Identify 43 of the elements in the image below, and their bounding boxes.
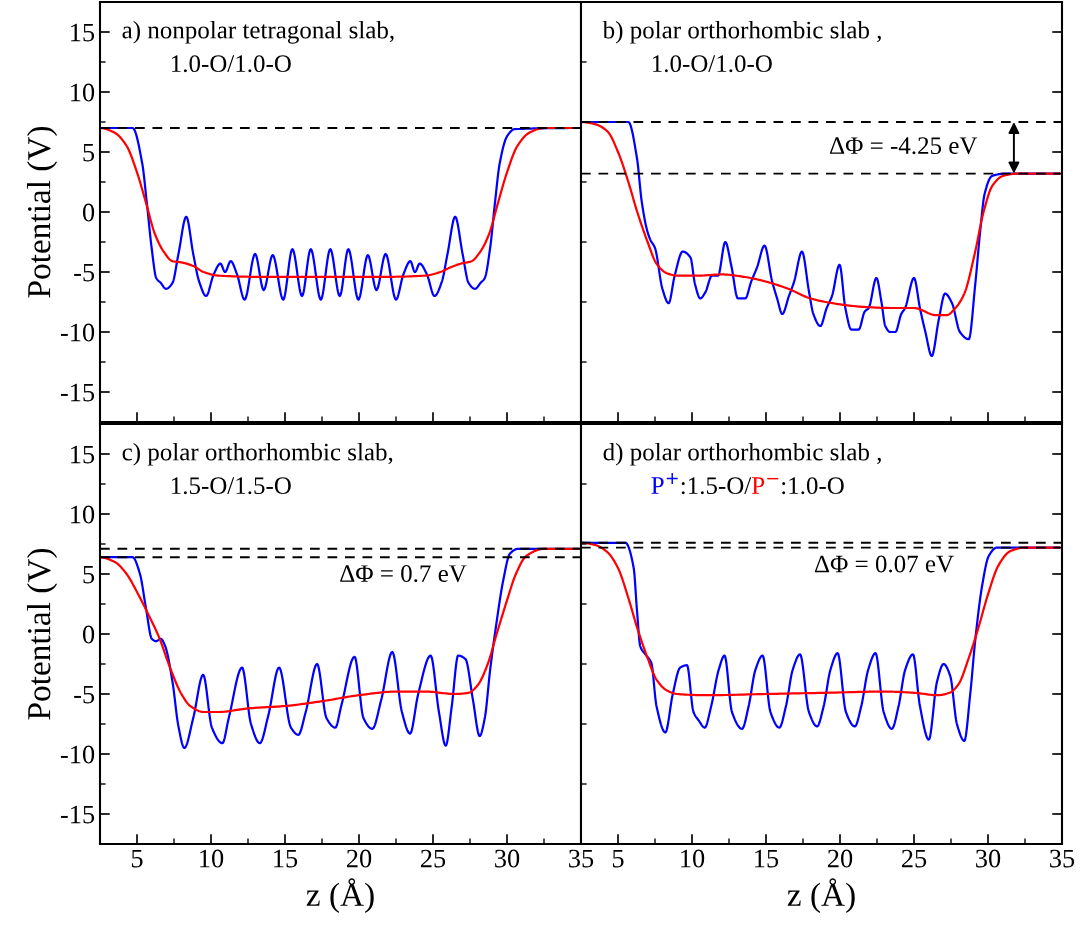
y-tick-label: 5 bbox=[83, 143, 95, 162]
x-tick-label: 10 bbox=[681, 849, 705, 868]
x-tick-label: 10 bbox=[200, 849, 224, 868]
x-tick-label: 5 bbox=[612, 849, 624, 868]
y-tick-label: 0 bbox=[82, 625, 95, 644]
y-tick-label: -10 bbox=[60, 323, 95, 342]
x-tick-label: 30 bbox=[495, 849, 520, 868]
text: 1.0-O/1.0-O bbox=[171, 55, 291, 73]
x-tick-label: 25 bbox=[420, 849, 446, 868]
x-axis-title: z (Å) bbox=[787, 878, 855, 913]
annotation: ΔΦ = 0.7 eV bbox=[340, 565, 467, 583]
y-tick-label: -5 bbox=[74, 685, 95, 704]
y-tick-label: -15 bbox=[60, 805, 95, 824]
y-tick-label: 5 bbox=[83, 565, 95, 584]
x-tick-label: 35 bbox=[569, 849, 594, 868]
x-tick-label: 15 bbox=[755, 849, 779, 868]
y-axis-title: Potential (V) bbox=[26, 548, 58, 720]
text: c) polar orthorhombic slab, bbox=[122, 442, 393, 466]
x-tick-label: 30 bbox=[976, 849, 1001, 868]
y-tick-label: 10 bbox=[71, 505, 95, 524]
y-tick-label: 0 bbox=[82, 203, 95, 222]
y-tick-label: -5 bbox=[74, 263, 95, 282]
text: b) polar orthorhombic slab , bbox=[602, 20, 881, 44]
x-axis-title: z (Å) bbox=[306, 878, 374, 913]
x-tick-label: 35 bbox=[1050, 849, 1075, 868]
x-tick-label: 5 bbox=[131, 849, 143, 868]
y-tick-label: -15 bbox=[60, 383, 95, 402]
y-axis-title: Potential (V) bbox=[26, 126, 58, 298]
text: a) nonpolar tetragonal slab, bbox=[122, 20, 394, 44]
y-tick-label: 15 bbox=[71, 23, 95, 42]
text: 1.5-O/1.5-O bbox=[171, 477, 291, 495]
x-tick-label: 25 bbox=[901, 849, 927, 868]
x-tick-label: 15 bbox=[274, 849, 298, 868]
text: d) polar orthorhombic slab , bbox=[603, 442, 881, 466]
annotation: ΔΦ = 0.07 eV bbox=[814, 555, 954, 573]
y-tick-label: 15 bbox=[71, 445, 95, 464]
y-tick-label: 10 bbox=[71, 83, 95, 102]
x-tick-label: 20 bbox=[346, 849, 372, 868]
text: P$^{+}$:1.5-O/P$^{−}$:1.0-O bbox=[651, 473, 844, 495]
text: 1.0-O/1.0-O bbox=[652, 55, 772, 73]
x-tick-label: 20 bbox=[827, 849, 853, 868]
annotation: ΔΦ = -4.25 eV bbox=[830, 137, 978, 155]
y-tick-label: -10 bbox=[60, 745, 95, 764]
